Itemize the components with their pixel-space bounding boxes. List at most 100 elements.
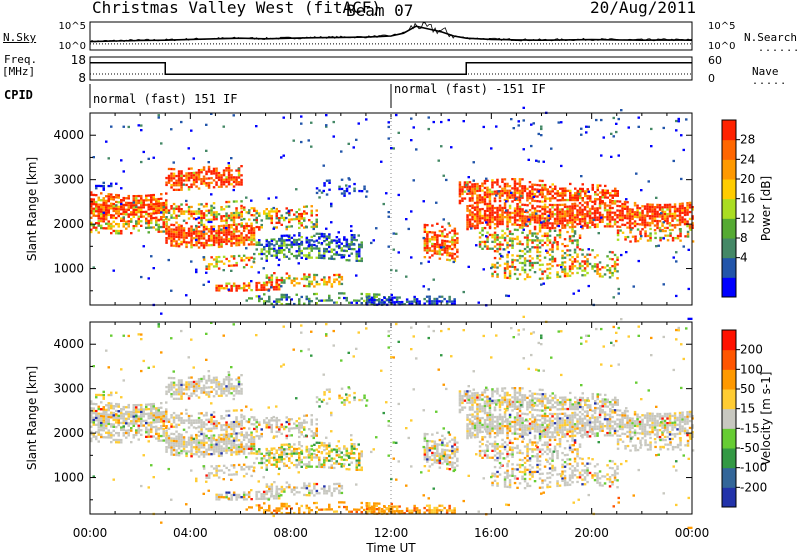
power-cell [147,208,150,211]
velocity-cell [180,393,183,396]
power-cell [661,213,664,216]
power-cell [283,239,286,242]
velocity-cell [285,434,288,437]
power-cell [250,240,253,244]
power-cell [536,246,539,249]
power-cell [513,212,517,215]
power-cell [200,171,203,174]
velocity-cell [310,458,313,461]
power-cell [613,267,617,270]
velocity-cell [177,423,181,426]
power-cell [581,224,584,228]
power-cell [100,217,103,220]
power-cell [540,283,543,286]
power-cell [210,256,213,259]
power-cell [466,207,469,210]
power-cell [496,190,499,193]
power-cell [508,216,512,219]
power-cell [295,217,298,221]
power-cell [90,198,93,201]
velocity-cell [192,426,196,429]
power-cell [536,190,539,194]
power-cell [468,213,472,217]
power-cell [227,282,231,285]
power-cell [516,214,519,217]
power-cell [656,222,659,225]
power-cell [666,239,670,242]
power-cell [549,192,552,195]
power-cell [646,210,649,213]
power-cell [268,300,271,303]
power-cell [546,188,549,191]
power-cell [370,298,374,302]
power-cell [506,200,509,203]
power-cell [611,258,614,261]
power-cell [548,226,552,230]
power-cell [190,225,193,228]
power-cell [260,223,263,227]
power-cell [190,183,193,186]
velocity-cell [155,411,158,415]
velocity-cell [215,378,218,382]
power-cell [522,148,525,151]
power-cell [363,299,366,303]
power-cell [656,206,659,209]
power-cell [651,212,654,216]
power-cell [554,187,557,191]
velocity-cell [162,424,165,427]
power-cell [122,210,125,213]
freq-tick: 18 [71,53,86,67]
power-cell [521,187,524,190]
power-cell [205,232,208,235]
velocity-cell [200,391,203,394]
velocity-cell [117,421,120,424]
power-cell [170,230,173,233]
velocity-cell [180,383,183,387]
velocity-cell [137,403,140,407]
power-cell [574,196,577,199]
power-cell [648,210,652,213]
power-cell [661,222,664,225]
power-cell [258,252,261,256]
power-cell [170,167,173,171]
power-cell [165,222,168,226]
velocity-cell [127,415,130,418]
power-cell [365,118,368,121]
power-cell [643,219,647,222]
power-cell [431,238,434,241]
power-cell [508,230,512,233]
power-cell [222,219,226,222]
power-cell [120,187,123,190]
velocity-cell [318,465,321,468]
power-cell [195,178,198,181]
power-cell [541,193,544,196]
velocity-cell [157,439,160,442]
power-cell [172,228,176,231]
velocity-cell [263,461,266,465]
power-cell [536,183,539,187]
power-cell [551,224,554,227]
power-cell [177,172,181,175]
power-cell [678,205,682,208]
power-cell [579,187,582,190]
power-cell [431,224,434,227]
velocity-cell [275,460,278,464]
power-cell [195,232,198,235]
power-cell [190,172,193,175]
nave-tick: 0 [708,72,715,85]
velocity-cell [175,425,178,429]
power-cell [275,242,278,245]
power-cell [678,214,682,217]
power-cell [355,301,358,305]
velocity-cell [175,444,178,447]
power-cell [628,224,632,227]
velocity-cell [165,408,168,411]
velocity-cell [210,453,213,456]
power-cell [501,211,504,214]
velocity-cell [180,419,183,422]
power-cell [205,202,208,206]
velocity-cell [137,417,140,420]
power-cell [608,220,612,223]
velocity-cell [152,402,155,406]
power-cell [426,237,429,241]
